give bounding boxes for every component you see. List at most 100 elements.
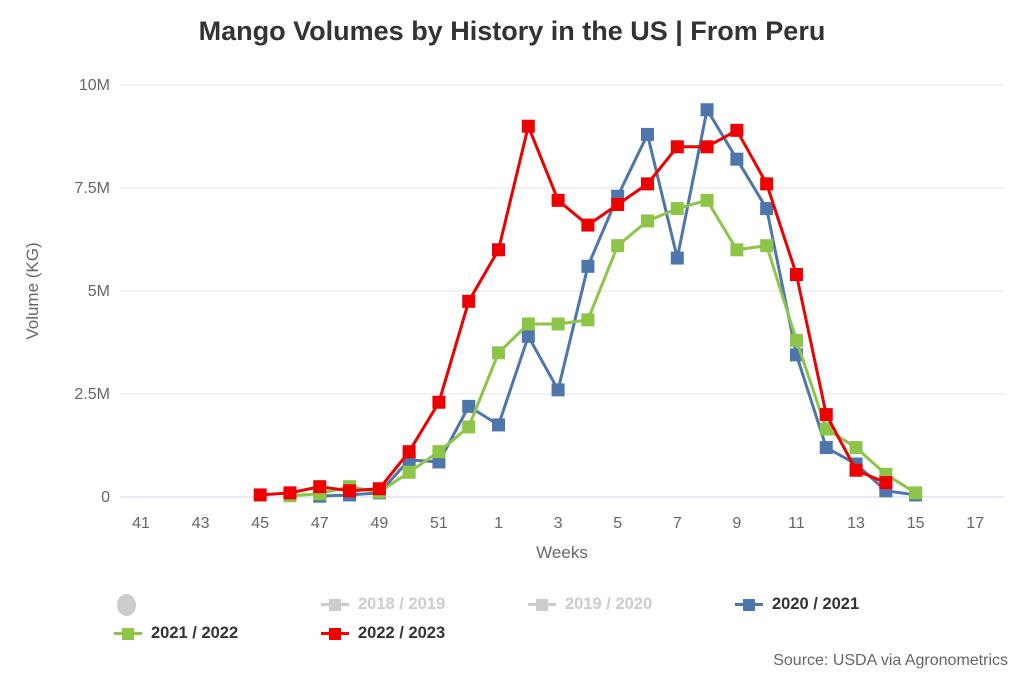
data-point-marker[interactable]	[313, 480, 327, 494]
data-point-marker[interactable]	[521, 119, 535, 133]
y-tick-label: 10M	[79, 77, 110, 94]
x-tick-label: 51	[430, 515, 448, 532]
x-tick-label: 3	[554, 515, 563, 532]
marker-square	[329, 598, 341, 611]
data-point-marker[interactable]	[640, 177, 654, 191]
data-point-marker[interactable]	[700, 140, 714, 154]
data-point-marker[interactable]	[670, 202, 684, 216]
line-square-marker-icon	[321, 623, 349, 645]
data-point-marker[interactable]	[551, 193, 565, 207]
data-point-marker[interactable]	[879, 476, 893, 490]
circle-marker-shape	[117, 593, 136, 616]
data-point-marker[interactable]	[700, 103, 714, 117]
data-point-marker[interactable]	[551, 383, 565, 397]
legend-item-label: 2022 / 2023	[358, 624, 446, 642]
legend-item-2021-2022[interactable]: 2021 / 2022	[114, 619, 321, 648]
data-point-marker[interactable]	[670, 140, 684, 154]
data-point-marker[interactable]	[432, 395, 446, 409]
data-point-marker[interactable]	[909, 486, 923, 500]
data-point-marker[interactable]	[581, 259, 595, 273]
x-tick-label: 13	[847, 515, 865, 532]
x-tick-label: 43	[192, 515, 210, 532]
data-point-marker[interactable]	[402, 445, 416, 459]
marker-square	[536, 598, 548, 611]
line-square-marker-icon	[321, 594, 349, 616]
series-line-2021-2022	[288, 198, 918, 498]
series-line-2022-2023	[258, 124, 888, 497]
legend-item-2018-2019[interactable]: 2018 / 2019	[321, 590, 528, 619]
data-point-marker[interactable]	[492, 243, 506, 257]
data-point-marker[interactable]	[283, 486, 297, 500]
x-tick-label: 47	[311, 515, 329, 532]
legend-item-2022-2023[interactable]: 2022 / 2023	[321, 619, 528, 648]
legend-item-label: 2019 / 2020	[565, 595, 653, 613]
data-point-marker[interactable]	[789, 333, 803, 347]
data-point-marker[interactable]	[611, 197, 625, 211]
x-axis-title: Weeks	[536, 543, 588, 562]
series-line-2020-2021	[318, 108, 918, 498]
data-point-marker[interactable]	[462, 399, 476, 413]
data-point-marker[interactable]	[253, 488, 267, 502]
data-point-marker[interactable]	[581, 313, 595, 327]
y-axis-title: Volume (KG)	[23, 242, 42, 339]
x-tick-label: 11	[788, 515, 805, 532]
marker-square	[743, 598, 755, 611]
data-point-marker[interactable]	[492, 418, 506, 432]
data-point-marker[interactable]	[849, 463, 863, 477]
source-attribution: Source: USDA via Agronometrics	[773, 652, 1008, 669]
data-point-marker[interactable]	[760, 239, 774, 253]
data-point-marker[interactable]	[462, 420, 476, 434]
x-tick-label: 1	[494, 515, 503, 532]
legend: 2018 / 2019 2019 / 2020 2020 / 2021 2021 / …	[114, 590, 964, 648]
data-point-marker[interactable]	[670, 251, 684, 265]
legend-item-label: 2021 / 2022	[151, 624, 239, 642]
legend-item-label: 2020 / 2021	[772, 595, 860, 613]
legend-item-label: 2018 / 2019	[358, 595, 446, 613]
data-point-marker[interactable]	[730, 123, 744, 137]
data-point-marker[interactable]	[640, 214, 654, 228]
data-point-marker[interactable]	[760, 177, 774, 191]
data-point-marker[interactable]	[700, 193, 714, 207]
data-point-marker[interactable]	[343, 484, 357, 498]
x-tick-label: 7	[673, 515, 682, 532]
series-layer	[253, 103, 923, 503]
legend-item-2020-2021[interactable]: 2020 / 2021	[735, 590, 942, 619]
data-point-marker[interactable]	[521, 329, 535, 343]
x-tick-label: 45	[251, 515, 269, 532]
x-tick-label: 41	[132, 515, 150, 532]
line-square-marker-icon	[114, 623, 142, 645]
data-point-marker[interactable]	[819, 422, 833, 436]
data-point-marker[interactable]	[432, 445, 446, 459]
y-axis-tick-labels: 0 2.5M 5M 7.5M 10M	[74, 77, 110, 506]
data-point-marker[interactable]	[789, 268, 803, 282]
data-point-marker[interactable]	[730, 243, 744, 257]
y-tick-label: 7.5M	[74, 180, 110, 197]
x-tick-label: 5	[613, 515, 622, 532]
y-tick-label: 5M	[88, 283, 110, 300]
data-point-marker[interactable]	[640, 127, 654, 141]
data-point-marker[interactable]	[462, 294, 476, 308]
marker-square	[329, 627, 341, 640]
data-point-marker[interactable]	[432, 455, 446, 469]
circle-marker-icon	[114, 593, 142, 616]
data-point-marker[interactable]	[372, 482, 386, 496]
y-tick-label: 0	[101, 489, 110, 506]
data-point-marker[interactable]	[849, 441, 863, 455]
data-point-marker[interactable]	[819, 408, 833, 422]
data-point-marker[interactable]	[760, 202, 774, 216]
data-point-marker[interactable]	[581, 218, 595, 232]
legend-item-2019-2020[interactable]: 2019 / 2020	[528, 590, 735, 619]
data-point-marker[interactable]	[611, 239, 625, 253]
data-point-marker[interactable]	[402, 465, 416, 479]
x-axis-tick-labels: 41 43 45 47 49 51 1 3 5 7 9 11 13 15 17	[132, 515, 984, 532]
data-point-marker[interactable]	[521, 317, 535, 331]
legend-item-circle[interactable]	[114, 590, 321, 619]
data-point-marker[interactable]	[492, 346, 506, 360]
data-point-marker[interactable]	[551, 317, 565, 331]
data-point-marker[interactable]	[730, 152, 744, 166]
y-tick-label: 2.5M	[74, 386, 110, 403]
data-point-marker[interactable]	[819, 441, 833, 455]
gridlines	[120, 84, 1005, 498]
